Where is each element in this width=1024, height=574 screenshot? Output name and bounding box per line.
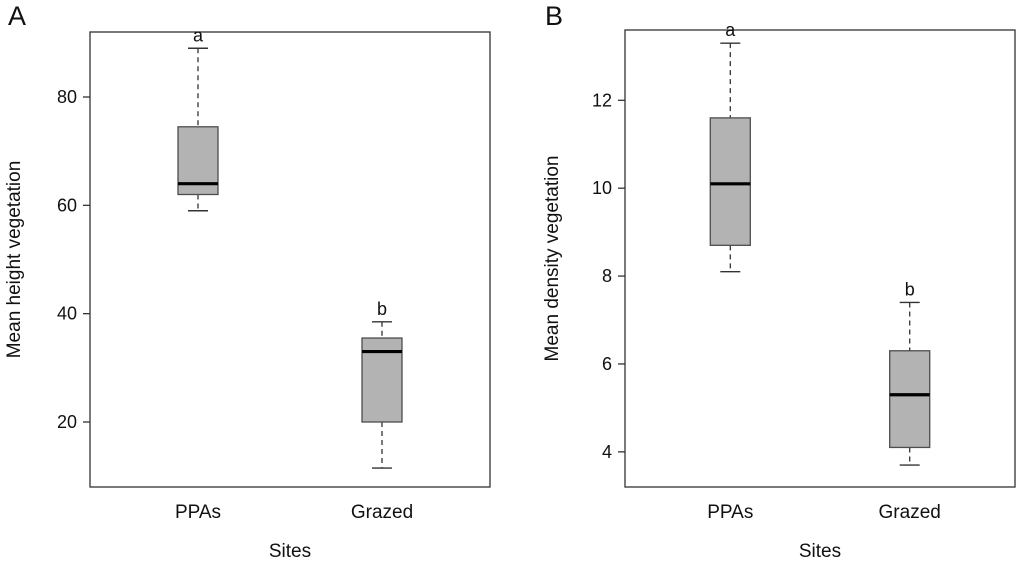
x-category-label: PPAs <box>175 502 221 523</box>
y-tick-label: 12 <box>592 90 612 110</box>
boxplot-chart-mean-height: 20 40 60 80 Mean height vegetation a PPAs b Graz… <box>4 25 491 562</box>
panel-a: A 20 40 60 80 Mean height vegetation a PPAs b Gr… <box>4 1 491 562</box>
boxplot-ppas: a <box>709 20 751 273</box>
y-tick-label: 80 <box>57 87 77 107</box>
significance-letter: a <box>193 25 204 45</box>
y-tick-label: 8 <box>602 266 612 286</box>
boxplot-grazed: b <box>361 299 403 469</box>
significance-letter: b <box>905 279 915 299</box>
y-tick-label: 20 <box>57 412 77 432</box>
y-axis-label: Mean density vegetation <box>542 156 563 362</box>
y-tick-label: 6 <box>602 354 612 374</box>
y-tick-label: 10 <box>592 178 612 198</box>
y-tick-label: 40 <box>57 304 77 324</box>
y-tick-label: 60 <box>57 195 77 215</box>
panel-a-letter: A <box>8 1 27 31</box>
y-tick-label: 4 <box>602 442 612 462</box>
panel-b: B 4 6 8 10 12 Mean density vegetation a PPAs b Gr… <box>512 0 1024 574</box>
iqr-box <box>889 350 931 449</box>
x-axis-label: Sites <box>269 541 311 562</box>
plot-border <box>624 29 1016 488</box>
x-category-label: PPAs <box>707 502 753 523</box>
boxplot-chart-mean-density: 4 6 8 10 12 Mean density vegetation a PPAs b Graz… <box>542 20 1016 562</box>
panel-b-letter: B <box>545 1 564 31</box>
iqr-box <box>709 117 751 246</box>
x-category-label: Grazed <box>351 502 413 523</box>
x-category-label: Grazed <box>879 502 941 523</box>
x-axis-label: Sites <box>799 541 841 562</box>
boxplot-ppas: a <box>177 25 219 212</box>
plot-border <box>89 31 491 488</box>
significance-letter: b <box>377 299 387 319</box>
boxplot-grazed: b <box>889 279 931 466</box>
significance-letter: a <box>725 20 736 40</box>
y-axis-label: Mean height vegetation <box>4 161 25 359</box>
